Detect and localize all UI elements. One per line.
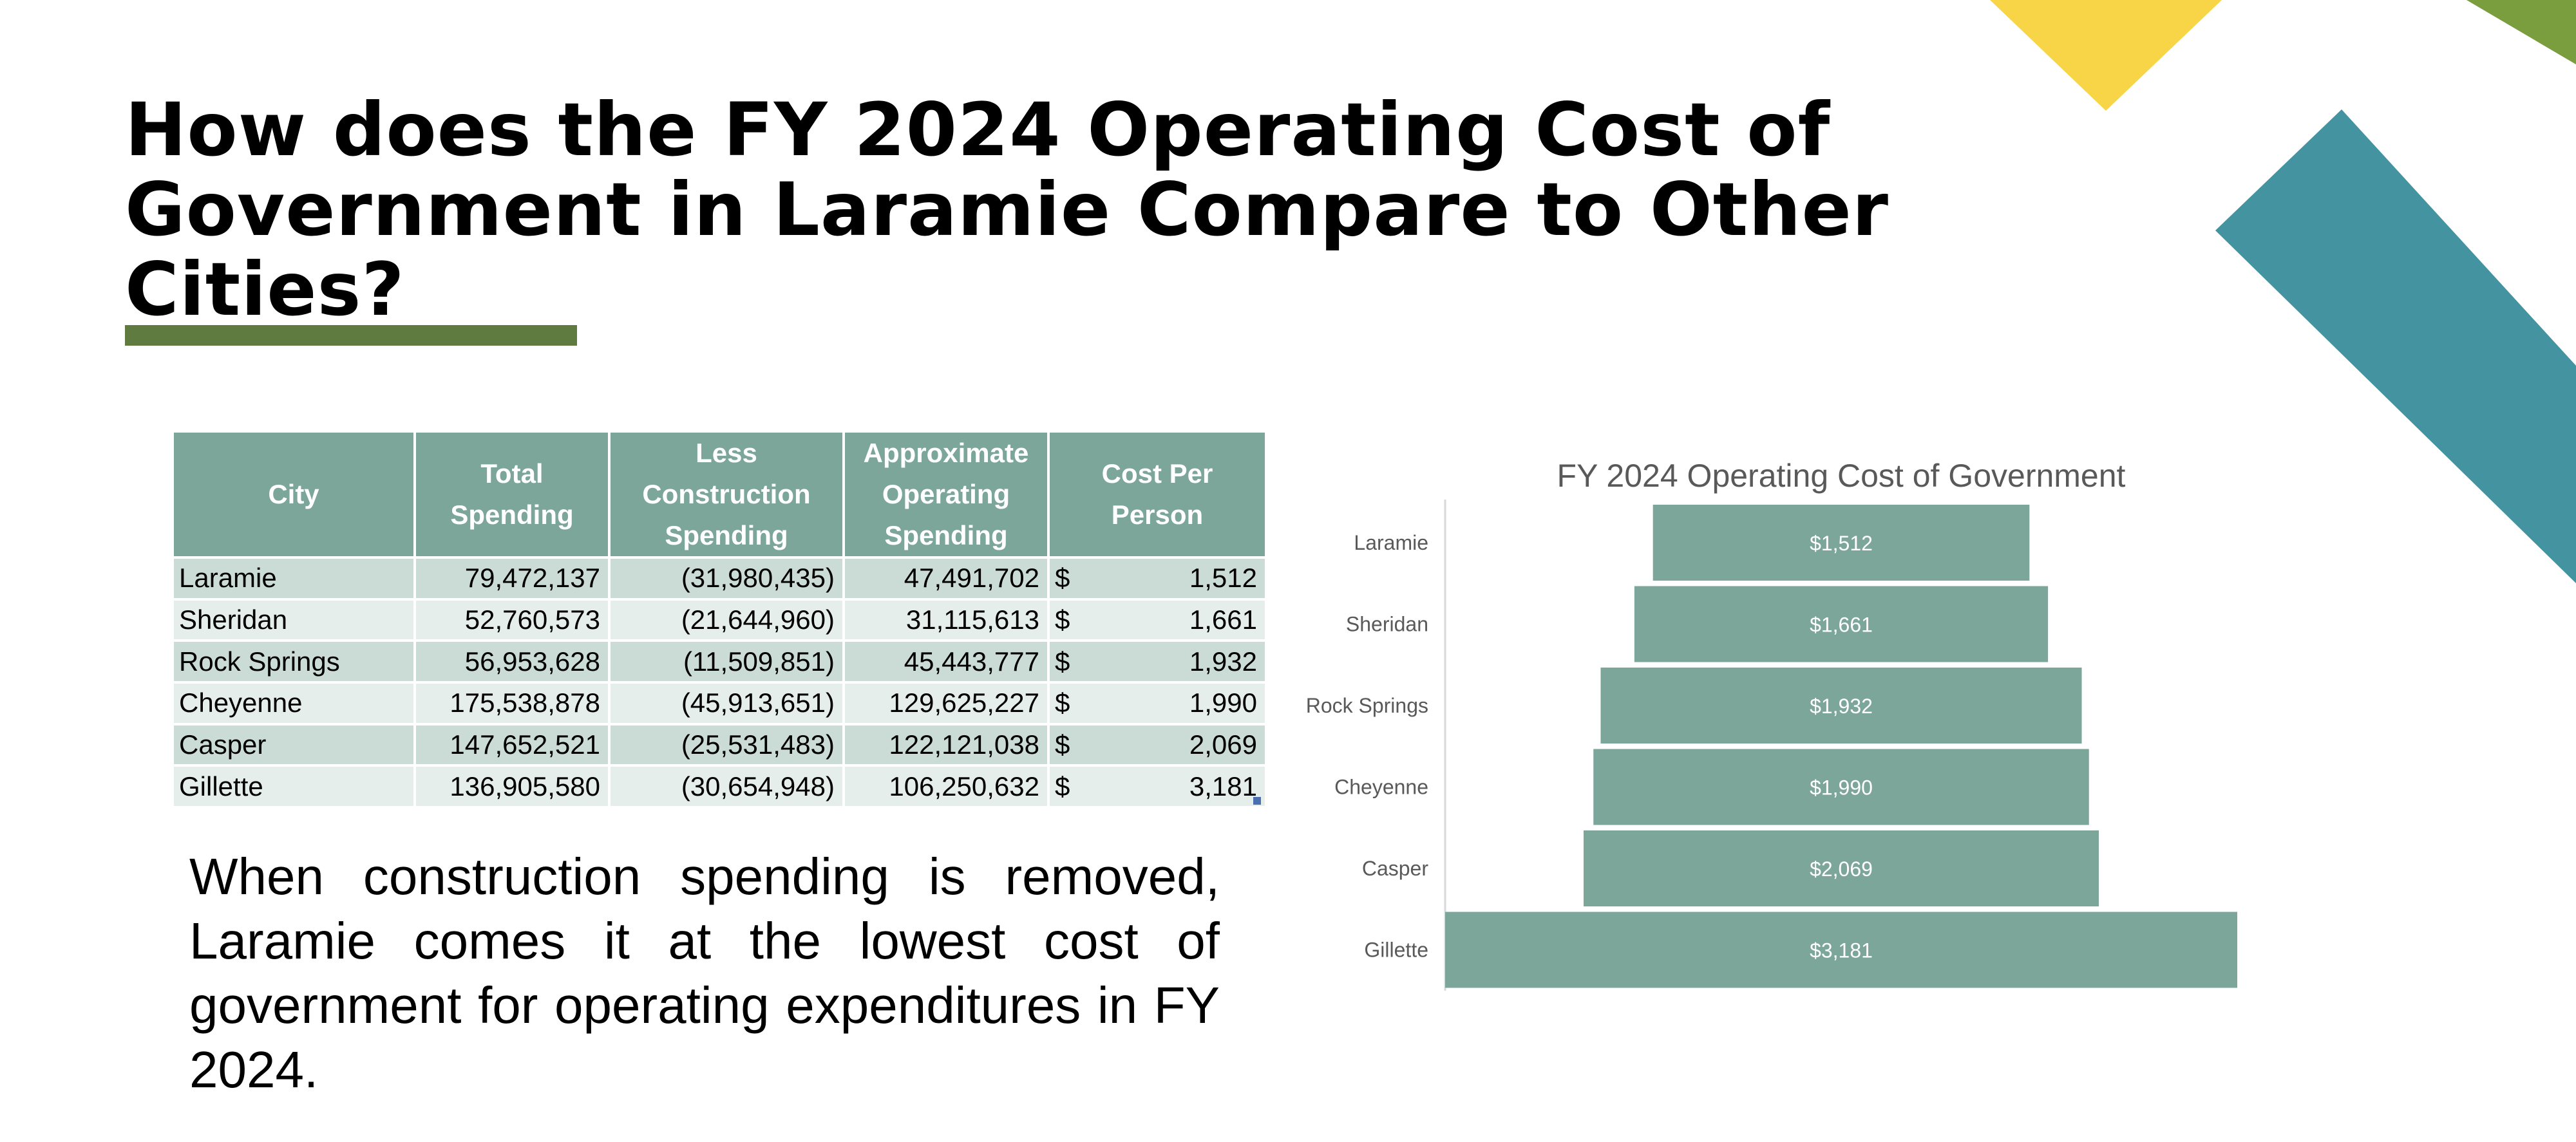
currency-symbol: $ (1055, 771, 1070, 801)
cell-total: 79,472,137 (413, 556, 611, 601)
title-line: Government in Laramie Compare to Other C… (125, 167, 1889, 332)
bar-value-label: $2,069 (1810, 857, 1873, 881)
cell-city: Rock Springs (171, 639, 416, 684)
cell-operating: 47,491,702 (842, 556, 1050, 601)
green-triangle-decoration (2467, 0, 2576, 64)
chart-title: FY 2024 Operating Cost of Government (1557, 458, 2126, 494)
cell-city: Cheyenne (171, 680, 416, 725)
cell-operating: 45,443,777 (842, 639, 1050, 684)
cell-city: Casper (171, 722, 416, 767)
cell-construction: (31,980,435) (608, 556, 845, 601)
category-label: Casper (1362, 857, 1429, 880)
page-title: How does the FY 2024 Operating Cost of G… (125, 90, 2057, 330)
cell-per-person: $1,990 (1047, 680, 1267, 725)
cell-operating: 106,250,632 (842, 764, 1050, 809)
yellow-triangle-decoration (1990, 0, 2222, 111)
category-label: Cheyenne (1334, 776, 1428, 799)
cell-per-person: $1,932 (1047, 639, 1267, 684)
cell-total: 56,953,628 (413, 639, 611, 684)
teal-band-decoration (2215, 109, 2576, 583)
per-person-value: 1,661 (1189, 604, 1257, 635)
per-person-value: 2,069 (1189, 729, 1257, 760)
cell-total: 147,652,521 (413, 722, 611, 767)
chart-bar (1445, 912, 2237, 988)
chart-bar (1600, 668, 2082, 744)
table-row: Sheridan 52,760,573 (21,644,960) 31,115,… (171, 597, 1267, 642)
cell-city: Sheridan (171, 597, 416, 642)
cell-city: Laramie (171, 556, 416, 601)
cell-construction: (25,531,483) (608, 722, 845, 767)
bar-value-label: $1,932 (1810, 695, 1873, 718)
bar-value-label: $1,512 (1810, 532, 1873, 555)
category-label: Sheridan (1346, 613, 1428, 636)
bar-value-label: $1,990 (1810, 776, 1873, 800)
header-city: City (171, 430, 416, 559)
cell-city: Gillette (171, 764, 416, 809)
table-row: Rock Springs 56,953,628 (11,509,851) 45,… (171, 639, 1267, 684)
title-line: How does the FY 2024 Operating Cost of (125, 87, 1831, 173)
cell-operating: 31,115,613 (842, 597, 1050, 642)
cell-construction: (11,509,851) (608, 639, 845, 684)
currency-symbol: $ (1055, 563, 1070, 594)
chart-bar (1583, 830, 2099, 906)
cell-operating: 122,121,038 (842, 722, 1050, 767)
category-label: Gillette (1364, 939, 1428, 962)
category-label: Laramie (1354, 531, 1428, 554)
table-row: Gillette 136,905,580 (30,654,948) 106,25… (171, 764, 1267, 809)
selection-resize-handle[interactable] (1253, 797, 1261, 805)
currency-symbol: $ (1055, 688, 1070, 718)
cell-total: 52,760,573 (413, 597, 611, 642)
chart-bar (1593, 749, 2089, 825)
cell-per-person: $3,181 (1047, 764, 1267, 809)
per-person-value: 1,932 (1189, 646, 1257, 677)
cell-per-person: $2,069 (1047, 722, 1267, 767)
per-person-value: 3,181 (1189, 771, 1257, 801)
summary-text: When construction spending is removed, L… (189, 848, 1220, 1098)
cell-total: 175,538,878 (413, 680, 611, 725)
cell-construction: (45,913,651) (608, 680, 845, 725)
currency-symbol: $ (1055, 604, 1070, 635)
header-operating-spending: Approximate Operating Spending (842, 430, 1050, 559)
category-label: Rock Springs (1306, 694, 1428, 717)
bar-value-label: $3,181 (1810, 939, 1873, 962)
cell-construction: (30,654,948) (608, 764, 845, 809)
table-header-row: City Total Spending Less Construction Spend… (171, 430, 1267, 559)
currency-symbol: $ (1055, 646, 1070, 677)
per-person-value: 1,512 (1189, 563, 1257, 594)
table-row: Cheyenne 175,538,878 (45,913,651) 129,62… (171, 680, 1267, 725)
table-row: Laramie 79,472,137 (31,980,435) 47,491,7… (171, 556, 1267, 601)
chart-bar (1634, 586, 2049, 662)
per-person-value: 1,990 (1189, 688, 1257, 718)
cell-construction: (21,644,960) (608, 597, 845, 642)
title-accent-bar (125, 325, 577, 346)
bar-value-label: $1,661 (1810, 613, 1873, 637)
cell-per-person: $1,661 (1047, 597, 1267, 642)
cell-per-person: $1,512 (1047, 556, 1267, 601)
currency-symbol: $ (1055, 729, 1070, 760)
operating-cost-chart: FY 2024 Operating Cost of Government $1,5… (1306, 458, 2237, 991)
cell-total: 136,905,580 (413, 764, 611, 809)
chart-bar (1653, 505, 2030, 581)
cell-operating: 129,625,227 (842, 680, 1050, 725)
header-construction-spending: Less Construction Spending (608, 430, 845, 559)
spending-table: City Total Spending Less Construction Spend… (171, 430, 1267, 809)
header-total-spending: Total Spending (413, 430, 611, 559)
header-cost-per-person: Cost Per Person (1047, 430, 1267, 559)
table-row: Casper 147,652,521 (25,531,483) 122,121,… (171, 722, 1267, 767)
